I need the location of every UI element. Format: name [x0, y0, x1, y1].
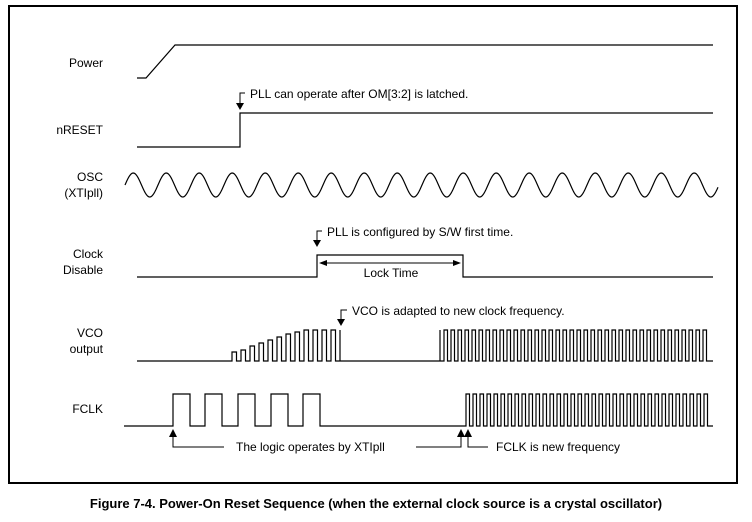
vco-adapted-text: VCO is adapted to new clock frequency.: [352, 304, 565, 318]
clock-disable-waveform: [137, 254, 713, 278]
label-power: Power: [69, 56, 103, 70]
pll-operate-pointer: [239, 92, 245, 106]
logic-left-arrow: [169, 429, 177, 437]
osc-waveform: [124, 172, 719, 198]
pll-configured-arrow: [313, 240, 321, 247]
label-clock: Clock: [73, 247, 104, 261]
label-vco: VCO: [77, 326, 103, 340]
nreset-waveform: [137, 112, 713, 148]
pll-operate-text: PLL can operate after OM[3:2] is latched…: [250, 87, 468, 101]
logic-text: The logic operates by XTIpll: [236, 440, 385, 454]
lock-time-arrow-left: [319, 260, 327, 266]
diagram-frame: [8, 5, 738, 484]
figure-caption: Figure 7-4. Power-On Reset Sequence (whe…: [89, 496, 663, 511]
lock-time-label: Lock Time: [364, 266, 419, 280]
vco-adapted-arrow: [337, 319, 345, 326]
fclk-waveform: [124, 393, 713, 427]
label-osc: OSC: [77, 170, 103, 184]
logic-right-arrow: [457, 429, 465, 437]
label-osc-sub: (XTIpll): [64, 186, 103, 200]
fclk-new-arrow: [464, 429, 472, 437]
label-nreset: nRESET: [56, 123, 103, 137]
fclk-new-pointer: [467, 434, 488, 448]
fclk-new-text: FCLK is new frequency: [496, 440, 620, 454]
vco-waveform: [137, 329, 713, 362]
pll-configured-text: PLL is configured by S/W first time.: [327, 225, 513, 239]
label-vco-output: output: [70, 342, 104, 356]
label-fclk: FCLK: [72, 402, 103, 416]
pll-configured-pointer: [316, 230, 322, 243]
label-disable: Disable: [63, 263, 103, 277]
lock-time-arrow-right: [453, 260, 461, 266]
logic-left-pointer: [172, 434, 224, 448]
vco-adapted-pointer: [340, 309, 347, 322]
power-waveform: [137, 44, 713, 79]
pll-operate-arrow: [236, 103, 244, 110]
logic-right-pointer: [416, 434, 462, 448]
